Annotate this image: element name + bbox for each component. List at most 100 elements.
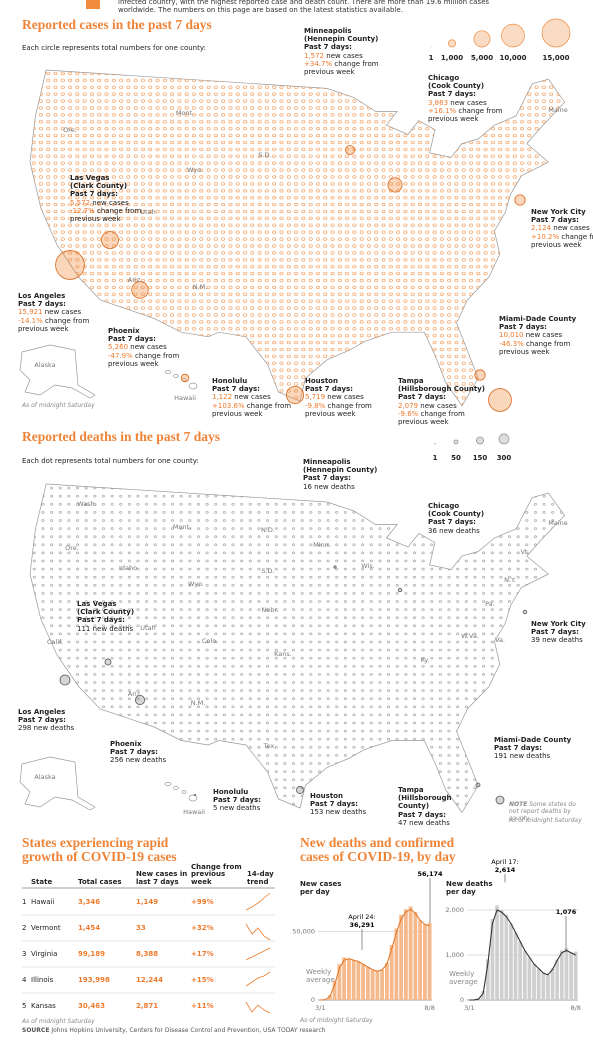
callout-place: Houston xyxy=(310,792,343,800)
state-label: Ore. xyxy=(63,126,77,134)
callout-value: 298 xyxy=(18,724,32,733)
city-circle xyxy=(55,250,85,280)
bar xyxy=(481,991,486,1000)
table-cell: 33 xyxy=(136,924,146,932)
callout-value-line: 47 new deaths xyxy=(398,819,478,827)
callout-unit: new deaths xyxy=(325,808,367,817)
hawaii-island xyxy=(164,782,172,786)
state-label: N.M. xyxy=(192,283,208,291)
city-circle xyxy=(296,786,304,794)
callout-period: Past 7 days: xyxy=(310,800,358,809)
state-label: Nebr. xyxy=(261,606,279,614)
x-tick-label: 8/8 xyxy=(424,1004,434,1012)
bar xyxy=(564,948,569,1000)
callout-value: 10,010 xyxy=(499,331,524,340)
hawaii-island xyxy=(181,790,187,794)
bar xyxy=(573,951,578,1000)
y-tick-label: 0 xyxy=(311,996,315,1004)
callout: New York City Past 7 days: 39 new deaths xyxy=(531,620,593,645)
city-circle xyxy=(285,385,305,405)
callout-period: Past 7 days: xyxy=(303,474,351,483)
callout-unit: new cases xyxy=(553,224,590,233)
state-label: Alaska xyxy=(34,361,56,369)
callout-place: Honolulu xyxy=(212,377,248,385)
city-circle xyxy=(333,565,337,569)
bar xyxy=(541,973,546,1000)
callout: Miami-Dade County Past 7 days: 10,010 new … xyxy=(499,315,587,356)
table-cell: 3,346 xyxy=(78,898,101,906)
city-circle xyxy=(475,782,481,788)
callout-period: Past 7 days: xyxy=(18,300,66,309)
state-label: Utah xyxy=(140,624,156,632)
callout-place: Phoenix xyxy=(108,327,140,335)
y-tick-label: 1,000 xyxy=(445,951,464,959)
bar xyxy=(499,910,504,1000)
callout-value: 3,863 xyxy=(428,98,449,107)
table-cell: Illinois xyxy=(31,976,54,984)
bar xyxy=(399,914,404,1000)
callout-value: 256 xyxy=(110,756,124,765)
callout-place: Phoenix xyxy=(110,740,142,748)
callout-period: Past 7 days: xyxy=(304,43,352,52)
city-circle xyxy=(522,609,528,615)
table-cell: 1,149 xyxy=(136,898,159,906)
callout-change-text: change from previous week xyxy=(428,106,503,124)
callout: Las Vegas (Clark County) Past 7 days: 111 n… xyxy=(77,600,157,633)
callout: Los Angeles Past 7 days: 298 new deaths xyxy=(18,708,98,733)
callout: Honolulu Past 7 days: 1,122 new cases +103.… xyxy=(212,377,300,418)
city-circle xyxy=(131,281,149,299)
table-cell: +17% xyxy=(191,950,214,958)
bar xyxy=(527,957,532,1000)
state-label: S.D. xyxy=(258,151,272,159)
callout-change: -46.3% xyxy=(499,339,524,348)
callout-value: 1,122 xyxy=(212,393,233,402)
callout-value: 153 xyxy=(310,808,324,817)
bar xyxy=(495,905,499,1000)
callout-value: 191 xyxy=(494,752,508,761)
callout-value-line: 5,572 new cases xyxy=(70,199,158,207)
table-cell: 12,244 xyxy=(136,976,164,984)
bar xyxy=(389,945,394,1000)
bar xyxy=(380,969,385,1000)
callout-change-text: change from previous week xyxy=(304,59,379,77)
callout-place: Los Angeles xyxy=(18,708,66,716)
size-legend-label: 10,000 xyxy=(499,54,527,62)
county-dots xyxy=(30,484,565,813)
city-circle xyxy=(488,388,512,412)
source-label: SOURCE xyxy=(22,1027,50,1034)
callout-place: Chicago xyxy=(428,502,460,510)
state-label: Wash. xyxy=(77,500,97,508)
alaska xyxy=(19,756,96,811)
size-legend-label: 15,000 xyxy=(542,54,570,62)
callout-change-line: +103.6% change from previous week xyxy=(212,402,300,418)
size-legend-label: 50 xyxy=(451,454,461,462)
annotation-value: 36,291 xyxy=(349,921,375,929)
callout: Tampa (Hillsborough County) Past 7 days: 2,… xyxy=(398,377,486,426)
intro-text: infected country, with the highest repor… xyxy=(118,0,490,15)
state-label: Wyo. xyxy=(187,580,205,588)
callout-unit: new cases xyxy=(234,393,271,402)
callout: Miami-Dade County Past 7 days: 191 new dea… xyxy=(494,736,574,761)
callout-change-text: change from previous week xyxy=(499,339,571,356)
bar xyxy=(559,950,564,1000)
callout-change: -9.8% xyxy=(305,401,326,410)
callout-value: 5,572 xyxy=(70,198,91,207)
table-cell: 5 xyxy=(22,1002,27,1010)
callout-place: Honolulu xyxy=(213,788,249,796)
table-header: Total cases xyxy=(78,877,122,886)
city-circle xyxy=(59,674,71,686)
table-header: State xyxy=(31,877,53,886)
callout-value: 16 xyxy=(303,482,312,491)
bar xyxy=(490,919,495,1000)
table-cell: 99,189 xyxy=(78,950,106,958)
callout-place: Miami-Dade County xyxy=(499,315,577,323)
y-axis-title: New deaths per day xyxy=(446,880,493,897)
callout-value-line: 1,122 new cases xyxy=(212,393,300,401)
city-circle xyxy=(193,793,197,797)
table-header: New cases in last 7 days xyxy=(136,870,188,886)
size-legend-label: 300 xyxy=(496,454,512,462)
callout-subplace: (Hennepin County) xyxy=(304,35,379,44)
bar xyxy=(356,961,361,1000)
